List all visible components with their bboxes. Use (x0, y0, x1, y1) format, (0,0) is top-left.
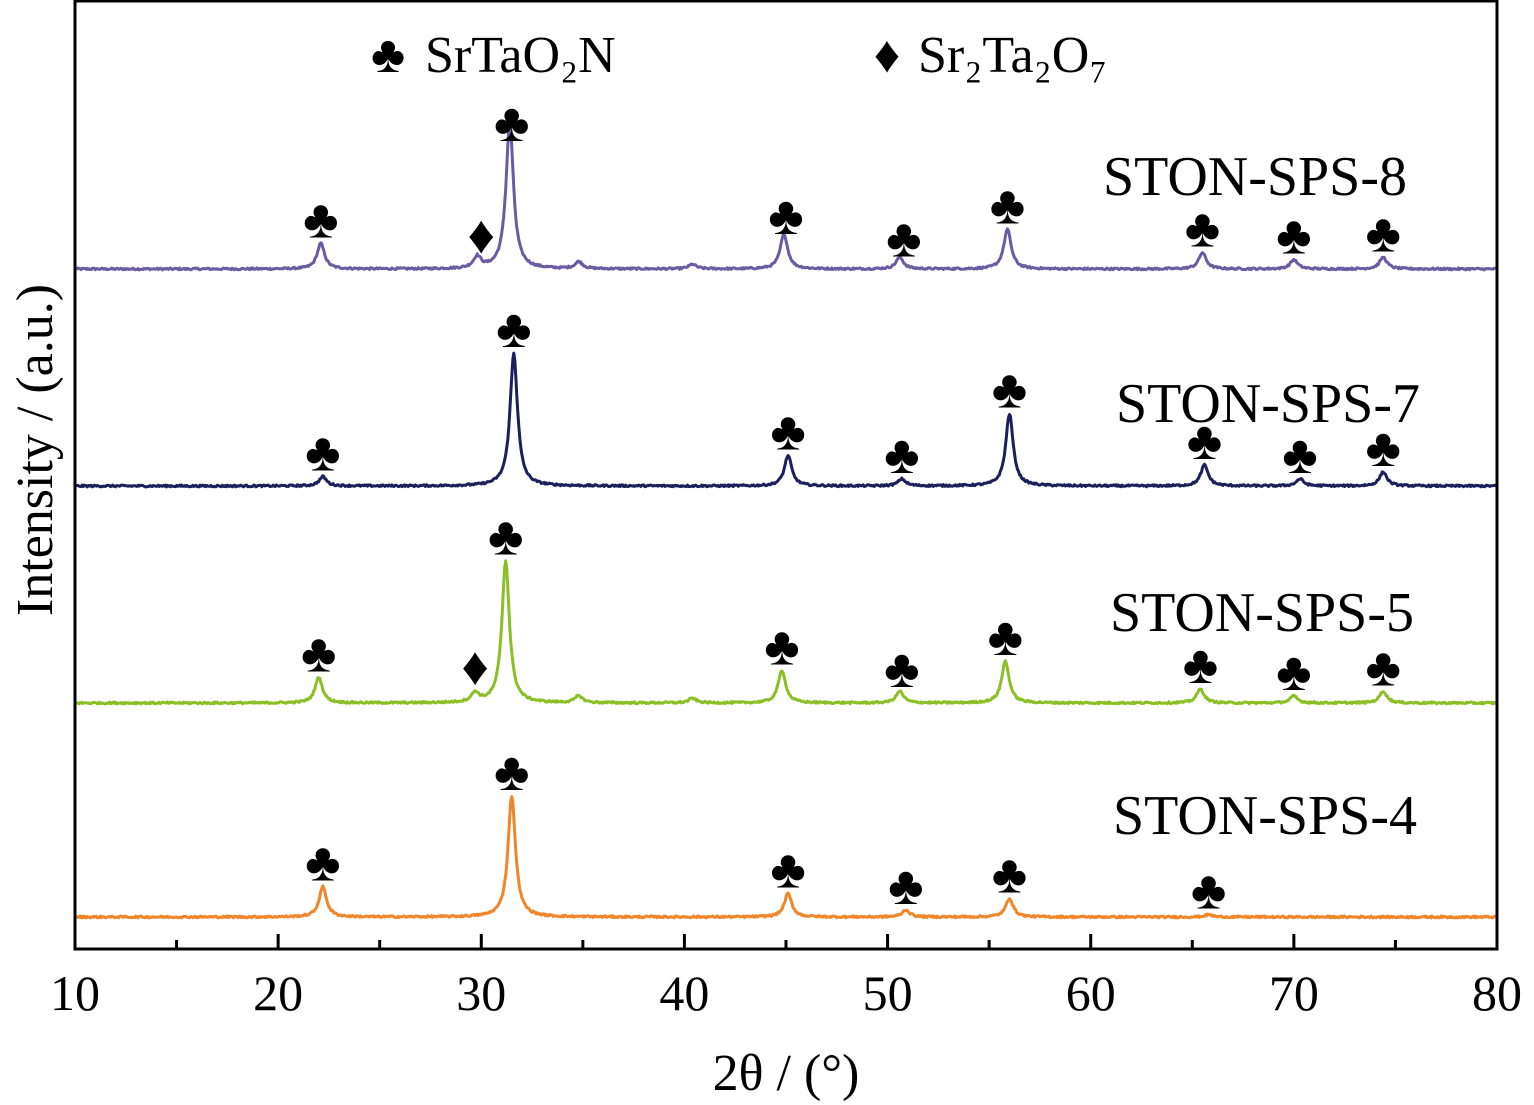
peak-marker-club: ♣ (305, 833, 340, 893)
peak-marker-club: ♣ (305, 423, 340, 483)
peak-marker-club: ♣ (992, 360, 1027, 420)
series-line-ston-sps-7 (73, 351, 1498, 489)
series-label: STON-SPS-8 (1103, 146, 1407, 208)
peak-marker-club: ♣ (990, 175, 1025, 235)
legend-symbol-0: ♣ (371, 27, 405, 84)
x-ticks: 10 20 30 40 50 60 70 80 (50, 934, 1522, 1021)
series-line-ston-sps-4 (73, 795, 1498, 920)
peak-marker-club: ♣ (1366, 418, 1401, 478)
legend-label-0: SrTaO₂N (425, 27, 616, 84)
peak-marker-diamond: ♦ (461, 637, 489, 697)
x-tick-label: 60 (1066, 965, 1116, 1021)
peak-marker-club: ♣ (886, 208, 921, 268)
peak-marker-layer: ♣ ♦♣♣ ♣♣ ♣ ♣ ♣♣♣♣ ♣♣♣ ♣ ♣♣ ♦♣♣ ♣♣ ♣ ♣ ♣♣♣♣ ♣ ♣ ♣ (301, 93, 1401, 921)
peak-marker-club: ♣ (888, 856, 923, 916)
peak-marker-club: ♣ (992, 844, 1027, 904)
x-tick-label: 30 (456, 965, 506, 1021)
peak-marker-club: ♣ (1276, 206, 1311, 266)
legend-label-1: Sr₂Ta₂O₇ (918, 27, 1107, 84)
series-label: STON-SPS-4 (1113, 785, 1417, 847)
x-tick-label: 70 (1269, 965, 1319, 1021)
x-tick-label: 20 (253, 965, 303, 1021)
peak-marker-club: ♣ (301, 623, 336, 683)
peak-marker-club: ♣ (1183, 635, 1218, 695)
peak-marker-club: ♣ (1276, 642, 1311, 702)
peak-marker-club: ♣ (496, 299, 531, 359)
peak-marker-club: ♣ (303, 189, 338, 249)
peak-marker-club: ♣ (1282, 425, 1317, 485)
peak-marker-club: ♣ (1185, 199, 1220, 259)
series-line-ston-sps-5 (74, 559, 1498, 706)
peak-marker-club: ♣ (1191, 861, 1226, 921)
series-layer (73, 119, 1498, 920)
peak-marker-club: ♣ (764, 616, 799, 676)
series-label: STON-SPS-7 (1116, 373, 1420, 435)
series-label-layer: STON-SPS-8 STON-SPS-7 STON-SPS-5 STON-SPS-4 (1103, 146, 1420, 847)
peak-marker-club: ♣ (770, 840, 805, 900)
peak-marker-club: ♣ (988, 607, 1023, 667)
peak-marker-club: ♣ (1366, 637, 1401, 697)
series-line-ston-sps-8 (74, 119, 1498, 272)
peak-marker-club: ♣ (770, 402, 805, 462)
peak-marker-club: ♣ (884, 425, 919, 485)
peak-marker-club: ♣ (1187, 411, 1222, 471)
x-axis-label: 2θ / (°) (713, 1045, 860, 1102)
peak-marker-club: ♣ (488, 507, 523, 567)
peak-marker-club: ♣ (494, 93, 529, 153)
peak-marker-club: ♣ (494, 742, 529, 802)
x-tick-label: 50 (863, 965, 913, 1021)
y-axis-label: Intensity / (a.u.) (7, 284, 64, 616)
legend: ♣ SrTaO₂N ♦ Sr₂Ta₂O₇ (371, 27, 1107, 84)
peak-marker-diamond: ♦ (468, 205, 496, 265)
series-label: STON-SPS-5 (1110, 582, 1414, 644)
x-tick-label: 10 (50, 965, 100, 1021)
x-tick-label: 80 (1472, 965, 1522, 1021)
x-tick-label: 40 (659, 965, 709, 1021)
peak-marker-club: ♣ (768, 186, 803, 246)
peak-marker-club: ♣ (884, 639, 919, 699)
peak-marker-club: ♣ (1366, 203, 1401, 263)
legend-symbol-1: ♦ (874, 27, 901, 84)
